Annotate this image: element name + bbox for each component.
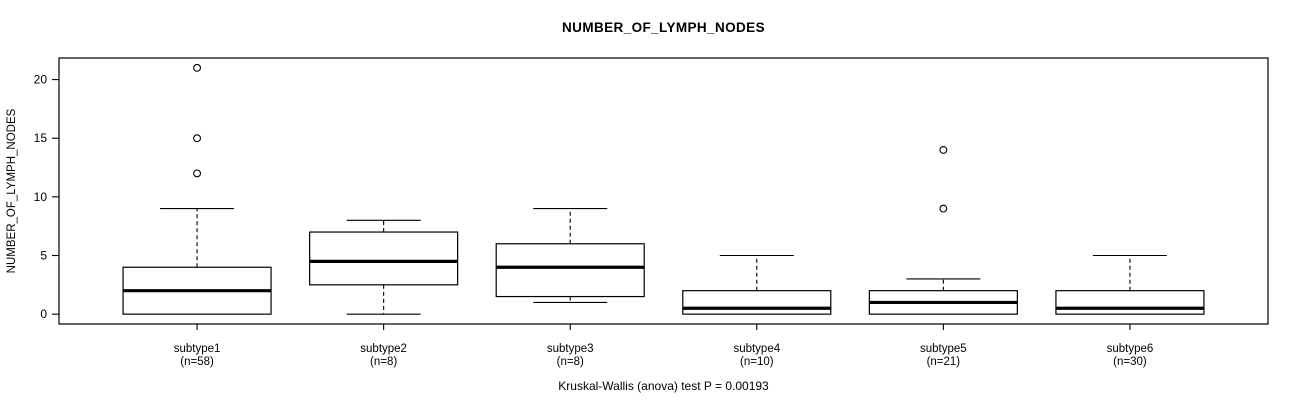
x-group-n-label: (n=8) [557, 356, 584, 368]
x-group-n-label: (n=58) [180, 356, 214, 368]
chart-title: NUMBER_OF_LYMPH_NODES [562, 20, 765, 35]
x-group-label: subtype6 [1107, 343, 1154, 355]
box-iqr [495, 243, 645, 298]
y-tick-label: 10 [34, 190, 48, 204]
outlier-point [193, 63, 202, 72]
box-iqr [682, 290, 832, 315]
stat-test-caption: Kruskal-Wallis (anova) test P = 0.00193 [558, 379, 769, 393]
outlier-point [939, 204, 948, 213]
x-group-label: subtype3 [547, 343, 594, 355]
y-tick-label: 20 [34, 73, 48, 87]
outlier-point [193, 134, 202, 143]
x-group-n-label: (n=8) [370, 356, 397, 368]
x-group-label: subtype2 [360, 343, 407, 355]
x-group-label: subtype4 [733, 343, 780, 355]
y-axis-label: NUMBER_OF_LYMPH_NODES [6, 108, 18, 274]
x-group-n-label: (n=21) [927, 356, 961, 368]
y-tick-label: 5 [40, 249, 47, 263]
outlier-point [939, 146, 948, 154]
y-tick-label: 0 [40, 307, 47, 321]
x-group-label: subtype1 [174, 343, 221, 355]
box-iqr [309, 231, 459, 286]
x-group-label: subtype5 [920, 343, 967, 355]
plot-frame [58, 57, 1269, 325]
box-iqr [1055, 290, 1205, 315]
x-group-n-label: (n=30) [1113, 356, 1147, 368]
x-group-n-label: (n=10) [740, 356, 774, 368]
outlier-point [193, 169, 202, 178]
y-tick-label: 15 [34, 131, 48, 145]
